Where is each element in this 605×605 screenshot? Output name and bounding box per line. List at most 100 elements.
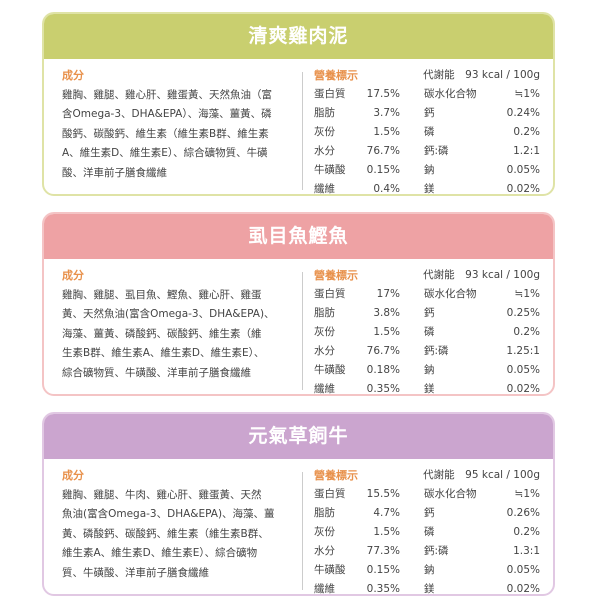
energy-label: 代謝能 — [423, 469, 455, 481]
nutrition-row: 纖維 0.35% 鎂 0.02% — [314, 580, 540, 595]
ingredients-line: A、維生素D、維生素E）、綜合礦物質、牛磺 — [62, 147, 268, 159]
nutrient-value: 4.7% — [373, 507, 400, 519]
energy-label: 代謝能 — [423, 269, 455, 281]
ingredients-line: 海藻、薑黃、磷酸鈣、碳酸鈣、維生素（維 — [62, 327, 262, 340]
divider — [302, 272, 303, 390]
nutrient-name: 灰份 — [314, 526, 335, 538]
ingredients-line: 酸鈣、碳酸鈣、維生素（維生素B群、維生素 — [62, 127, 269, 140]
nutrient-name: 碳水化合物 — [424, 88, 477, 100]
ingredients-label: 成分 — [62, 469, 84, 482]
nutrition-row: 蛋白質 17% 碳水化合物 ≒1% — [314, 285, 540, 304]
nutrient-value: 1.25:1 — [506, 345, 540, 357]
nutrient-value: 1.5% — [373, 526, 400, 538]
ingredients-line: 雞胸、雞腿、牛肉、雞心肝、雞蛋黃、天然 — [62, 488, 262, 501]
nutrient-name: 蛋白質 — [314, 488, 346, 500]
ingredients-line: 維生素A、維生素D、維生素E）、綜合礦物 — [62, 547, 258, 559]
nutrient-value: 3.8% — [373, 307, 400, 319]
ingredients-line: 酸、洋車前子膳食纖維 — [62, 166, 167, 179]
nutrient-value: ≒1% — [514, 88, 540, 100]
ingredients: 成分 雞胸、雞腿、雞心肝、雞蛋黃、天然魚油（富 含Omega-3、DHA&EPA）、… — [62, 66, 298, 183]
nutrition-row: 牛磺酸 0.18% 鈉 0.05% — [314, 361, 540, 380]
divider — [302, 72, 303, 190]
ingredients-line: 生素B群、維生素A、維生素D、維生素E）、 — [62, 347, 265, 359]
nutrient-value: 3.7% — [373, 107, 400, 119]
nutrition-row: 牛磺酸 0.15% 鈉 0.05% — [314, 161, 540, 180]
nutrient-name: 水分 — [314, 345, 335, 357]
nutrient-name: 灰份 — [314, 326, 335, 338]
nutrient-value: ≒1% — [514, 488, 540, 500]
nutrient-value: 0.24% — [506, 107, 540, 119]
nutrient-name: 纖維 — [314, 383, 335, 395]
nutrient-value: 1.3:1 — [513, 545, 540, 557]
divider — [302, 472, 303, 590]
nutrition-row: 灰份 1.5% 磷 0.2% — [314, 123, 540, 142]
ingredients-line: 雞胸、雞腿、雞心肝、雞蛋黃、天然魚油（富 — [62, 88, 272, 101]
ingredients-line: 黃、天然魚油(富含Omega-3、DHA&EPA)、 — [62, 308, 275, 320]
nutrition-header: 營養標示 代謝能 93 kcal / 100g — [314, 66, 540, 85]
nutrient-name: 脂肪 — [314, 507, 335, 519]
nutrient-value: 0.35% — [366, 583, 400, 595]
ingredients-label: 成分 — [62, 269, 84, 282]
nutrient-value: 0.2% — [513, 526, 540, 538]
nutrient-value: 0.2% — [513, 326, 540, 338]
nutrient-name: 鈣 — [424, 507, 435, 519]
nutrient-name: 鈉 — [424, 364, 435, 376]
nutrient-value: 0.15% — [366, 564, 400, 576]
card-title: 清爽雞肉泥 — [44, 14, 553, 59]
nutrient-name: 鈉 — [424, 564, 435, 576]
nutrition: 營養標示 代謝能 95 kcal / 100g 蛋白質 15.5% 碳水化合物 ≒1% 脂肪… — [314, 466, 540, 595]
nutrient-value: 1.2:1 — [513, 145, 540, 157]
nutrition-label: 營養標示 — [314, 69, 358, 82]
nutrient-name: 水分 — [314, 145, 335, 157]
ingredients-line: 質、牛磺酸、洋車前子膳食纖維 — [62, 566, 209, 579]
nutrition-row: 灰份 1.5% 磷 0.2% — [314, 323, 540, 342]
nutrition-row: 脂肪 3.7% 鈣 0.24% — [314, 104, 540, 123]
nutrient-name: 鈣 — [424, 307, 435, 319]
nutrient-name: 碳水化合物 — [424, 288, 477, 300]
nutrient-name: 鈣 — [424, 107, 435, 119]
ingredients-line: 綜合礦物質、牛磺酸、洋車前子膳食纖維 — [62, 366, 251, 379]
nutrient-value: 0.05% — [506, 364, 540, 376]
nutrition-row: 水分 77.3% 鈣:磷 1.3:1 — [314, 542, 540, 561]
nutrient-name: 鎂 — [424, 583, 435, 595]
nutrition-label: 營養標示 — [314, 469, 358, 482]
card-title: 虱目魚鰹魚 — [44, 214, 553, 259]
nutrient-name: 脂肪 — [314, 107, 335, 119]
nutrient-name: 鈣:磷 — [424, 345, 449, 357]
energy: 代謝能 95 kcal / 100g — [423, 466, 540, 485]
nutrient-name: 磷 — [424, 526, 435, 538]
ingredients: 成分 雞胸、雞腿、虱目魚、鰹魚、雞心肝、雞蛋 黃、天然魚油(富含Omega-3、DH… — [62, 266, 298, 383]
nutrition-row: 水分 76.7% 鈣:磷 1.25:1 — [314, 342, 540, 361]
nutrition-row: 脂肪 3.8% 鈣 0.25% — [314, 304, 540, 323]
ingredients-line: 含Omega-3、DHA&EPA）、海藻、薑黃、磷 — [62, 108, 272, 120]
nutrient-name: 鈉 — [424, 164, 435, 176]
nutrient-value: 0.02% — [506, 583, 540, 595]
nutrient-name: 纖維 — [314, 183, 335, 195]
nutrition-row: 蛋白質 15.5% 碳水化合物 ≒1% — [314, 485, 540, 504]
nutrition-label: 營養標示 — [314, 269, 358, 282]
nutrient-name: 蛋白質 — [314, 288, 346, 300]
nutrient-name: 蛋白質 — [314, 88, 346, 100]
nutrient-value: 15.5% — [366, 488, 400, 500]
nutrition-row: 纖維 0.35% 鎂 0.02% — [314, 380, 540, 395]
nutrient-value: 17.5% — [366, 88, 400, 100]
nutrient-value: ≒1% — [514, 288, 540, 300]
energy-value: 95 kcal / 100g — [465, 469, 540, 481]
nutrient-value: 1.5% — [373, 326, 400, 338]
nutrition: 營養標示 代謝能 93 kcal / 100g 蛋白質 17.5% 碳水化合物 ≒1% 脂肪… — [314, 66, 540, 195]
nutrient-value: 0.4% — [373, 183, 400, 195]
energy-value: 93 kcal / 100g — [465, 269, 540, 281]
energy-value: 93 kcal / 100g — [465, 69, 540, 81]
nutrient-value: 76.7% — [366, 145, 400, 157]
nutrition-row: 纖維 0.4% 鎂 0.02% — [314, 180, 540, 195]
nutrition-header: 營養標示 代謝能 93 kcal / 100g — [314, 266, 540, 285]
nutrient-value: 76.7% — [366, 345, 400, 357]
nutrient-name: 纖維 — [314, 583, 335, 595]
nutrition: 營養標示 代謝能 93 kcal / 100g 蛋白質 17% 碳水化合物 ≒1% 脂肪 3.… — [314, 266, 540, 395]
nutrient-name: 鎂 — [424, 183, 435, 195]
nutrient-name: 碳水化合物 — [424, 488, 477, 500]
ingredients-line: 魚油(富含Omega-3、DHA&EPA)、海藻、薑 — [62, 508, 275, 520]
nutrition-row: 牛磺酸 0.15% 鈉 0.05% — [314, 561, 540, 580]
nutrition-row: 脂肪 4.7% 鈣 0.26% — [314, 504, 540, 523]
